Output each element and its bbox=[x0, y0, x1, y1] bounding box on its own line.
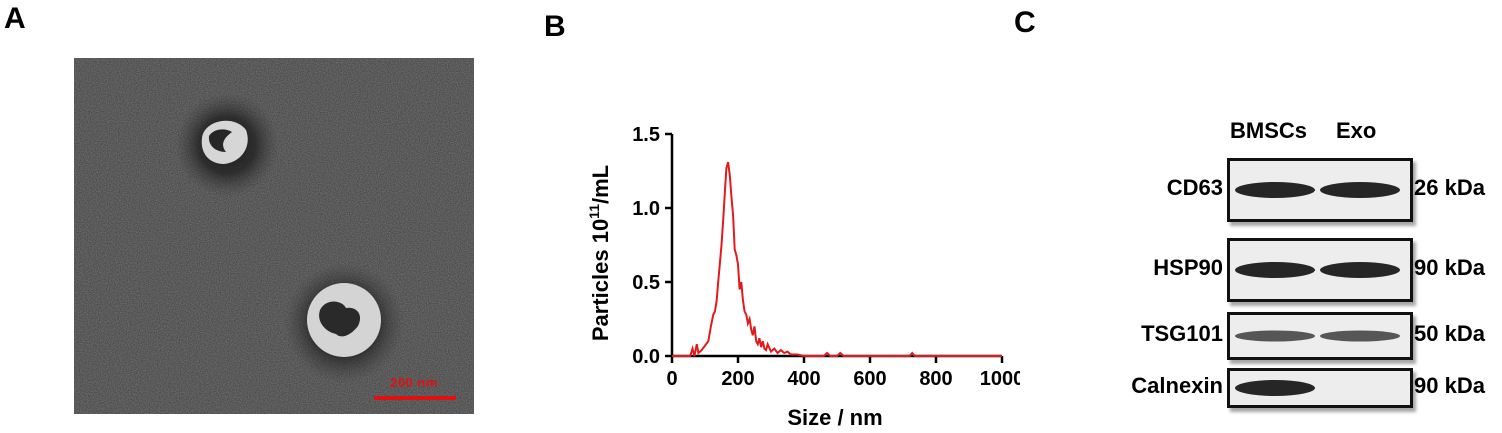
molecular-weight-label: 90 kDa bbox=[1414, 373, 1485, 398]
y-tick-label: 0.0 bbox=[632, 346, 660, 368]
blot-row-cd63 bbox=[1227, 158, 1413, 222]
x-tick-label: 0 bbox=[666, 368, 677, 390]
x-axis-title: Size / nm bbox=[787, 405, 882, 430]
scale-bar-label: 200 nm bbox=[390, 375, 438, 390]
protein-label: TSG101 bbox=[1141, 321, 1223, 346]
molecular-weight-label: 26 kDa bbox=[1414, 175, 1485, 200]
vesicle-1 bbox=[175, 93, 279, 197]
y-tick-label: 1.5 bbox=[632, 124, 660, 146]
chart-ticks: 0 200 400 600 800 1000 0.0 0.5 1.0 1.5 bbox=[632, 124, 1020, 390]
x-tick-label: 800 bbox=[919, 368, 952, 390]
protein-label: HSP90 bbox=[1153, 255, 1223, 280]
protein-label: CD63 bbox=[1166, 175, 1223, 200]
y-tick-label: 1.0 bbox=[632, 198, 660, 220]
tem-micrograph bbox=[74, 58, 474, 414]
band-exo bbox=[1320, 330, 1400, 342]
x-tick-label: 200 bbox=[721, 368, 754, 390]
blot-row-hsp90 bbox=[1227, 238, 1413, 302]
panel-letter-b: B bbox=[544, 10, 566, 43]
y-tick-label: 0.5 bbox=[632, 272, 660, 294]
x-tick-label: 600 bbox=[853, 368, 886, 390]
band-exo bbox=[1320, 182, 1400, 198]
blot-row-calnexin bbox=[1227, 368, 1413, 408]
band-exo bbox=[1320, 262, 1400, 278]
series-line bbox=[672, 161, 1002, 357]
band-bmscs bbox=[1235, 182, 1315, 198]
scale-bar bbox=[374, 396, 456, 400]
y-axis-title-sup: 11 bbox=[586, 204, 602, 219]
lane-label-bmscs: BMSCs bbox=[1230, 118, 1308, 143]
band-bmscs bbox=[1235, 380, 1315, 396]
panel-letter-a: A bbox=[4, 2, 26, 35]
y-axis-title-main: Particles 10 bbox=[588, 219, 613, 341]
lane-label-exo: Exo bbox=[1336, 118, 1377, 143]
panel-letter-c: C bbox=[1014, 6, 1036, 39]
y-axis-title: Particles 1011/mL bbox=[586, 165, 613, 341]
band-bmscs bbox=[1235, 330, 1315, 342]
protein-label: Calnexin bbox=[1131, 373, 1223, 398]
vesicle-2 bbox=[284, 263, 404, 383]
x-tick-label: 400 bbox=[787, 368, 820, 390]
band-bmscs bbox=[1235, 262, 1315, 278]
y-axis-title-unit: /mL bbox=[588, 165, 613, 204]
molecular-weight-label: 90 kDa bbox=[1414, 255, 1485, 280]
x-tick-label: 1000 bbox=[980, 368, 1020, 390]
blot-row-tsg101 bbox=[1227, 312, 1413, 360]
molecular-weight-label: 50 kDa bbox=[1414, 321, 1485, 346]
